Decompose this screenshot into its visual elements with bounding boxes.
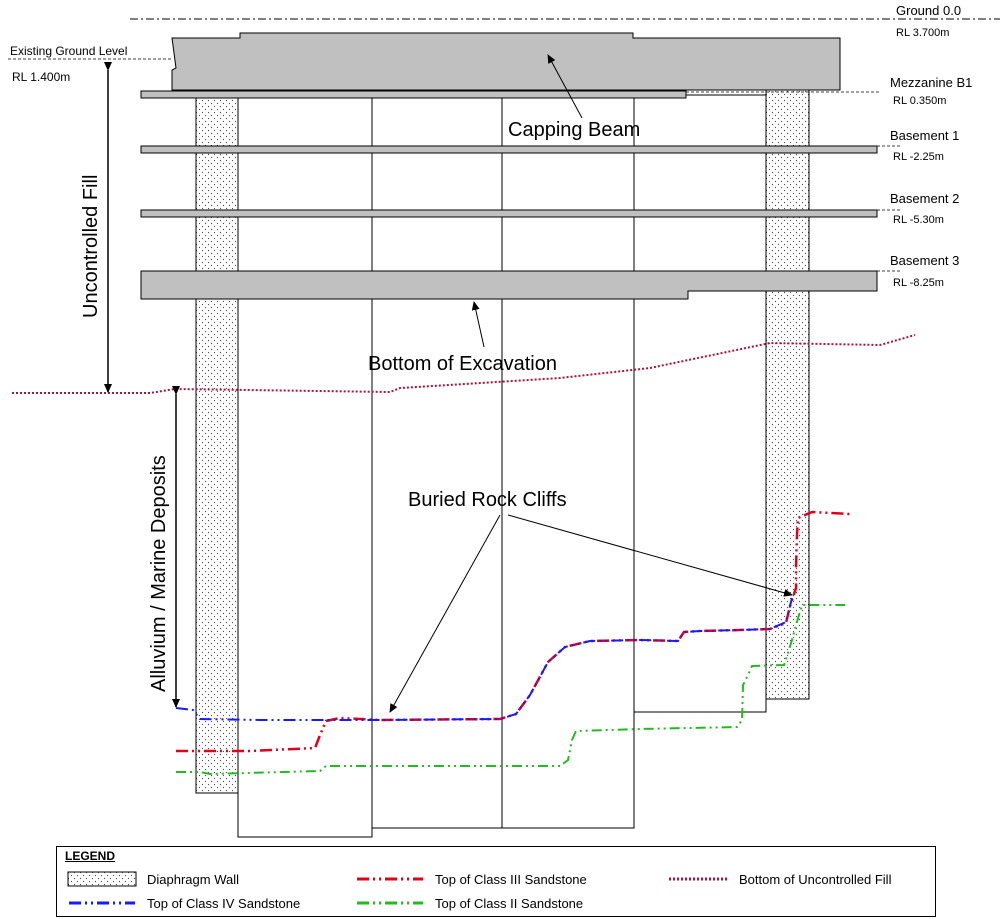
class-ii-swatch — [357, 901, 423, 905]
mezzanine-rl: RL 0.350m — [893, 95, 946, 107]
legend-item-class-ii: Top of Class II Sandstone — [355, 895, 583, 911]
basement1-rl: RL -2.25m — [893, 151, 944, 163]
basement3-name: Basement 3 — [890, 253, 959, 268]
basement2-name: Basement 2 — [890, 191, 959, 206]
pile-1 — [237, 94, 373, 838]
existing-ground-rl: RL 1.400m — [12, 70, 70, 84]
buried-rock-cliffs-label: Buried Rock Cliffs — [408, 489, 567, 511]
legend-item-diaphragm-wall: Diaphragm Wall — [67, 871, 239, 887]
diaphragm-wall-text: Diaphragm Wall — [147, 871, 239, 887]
capping-beam — [171, 32, 841, 91]
legend-title: LEGEND — [65, 849, 116, 863]
basement1-slab — [140, 145, 878, 154]
pile-3 — [501, 94, 635, 829]
legend-item-uncontrolled-fill: Bottom of Uncontrolled Fill — [667, 871, 891, 887]
basement3-rl: RL -8.25m — [893, 277, 944, 289]
class-ii-text: Top of Class II Sandstone — [435, 895, 584, 911]
uncontrolled-fill-label: Uncontrolled Fill — [80, 175, 102, 318]
class-ii-sandstone-line — [176, 604, 845, 776]
class-iii-text: Top of Class III Sandstone — [435, 871, 587, 887]
existing-ground-name: Existing Ground Level — [10, 44, 127, 58]
capping-beam-arrow — [547, 54, 583, 119]
diaphragm-wall-right — [765, 69, 810, 700]
class-iii-sandstone-line — [176, 510, 851, 753]
mezzanine-slab — [140, 90, 687, 99]
ground-level-rl: RL 3.700m — [896, 27, 949, 39]
legend-item-class-iv: Top of Class IV Sandstone — [67, 895, 300, 911]
uncontrolled-fill-swatch — [669, 877, 727, 881]
mezzanine-name: Mezzanine B1 — [890, 75, 972, 90]
alluvium-label: Alluvium / Marine Deposits — [148, 455, 170, 692]
class-iii-swatch — [357, 877, 423, 881]
class-iv-swatch — [69, 901, 135, 905]
pile-4 — [633, 94, 767, 713]
diaphragm-wall-swatch — [67, 871, 137, 887]
rock-cliffs-arrow-right — [507, 514, 793, 597]
legend: LEGEND Diaphragm Wall Top of Class IV Sa… — [56, 846, 936, 917]
diaphragm-wall-left — [195, 69, 239, 794]
uncontrolled-fill-text: Bottom of Uncontrolled Fill — [739, 871, 892, 887]
class-iv-sandstone-line — [175, 597, 793, 721]
ground-level-name: Ground 0.0 — [896, 3, 961, 18]
basement2-rl: RL -5.30m — [893, 214, 944, 226]
bottom-excavation-arrow — [471, 301, 485, 348]
basement1-name: Basement 1 — [890, 128, 959, 143]
uncontrolled-fill-line — [12, 334, 916, 394]
basement2-slab — [140, 209, 878, 218]
class-iv-text: Top of Class IV Sandstone — [147, 895, 301, 911]
capping-beam-label: Capping Beam — [508, 119, 640, 141]
bottom-excavation-label: Bottom of Excavation — [368, 353, 557, 375]
rock-cliffs-arrow-left — [389, 514, 501, 713]
legend-item-class-iii: Top of Class III Sandstone — [355, 871, 587, 887]
